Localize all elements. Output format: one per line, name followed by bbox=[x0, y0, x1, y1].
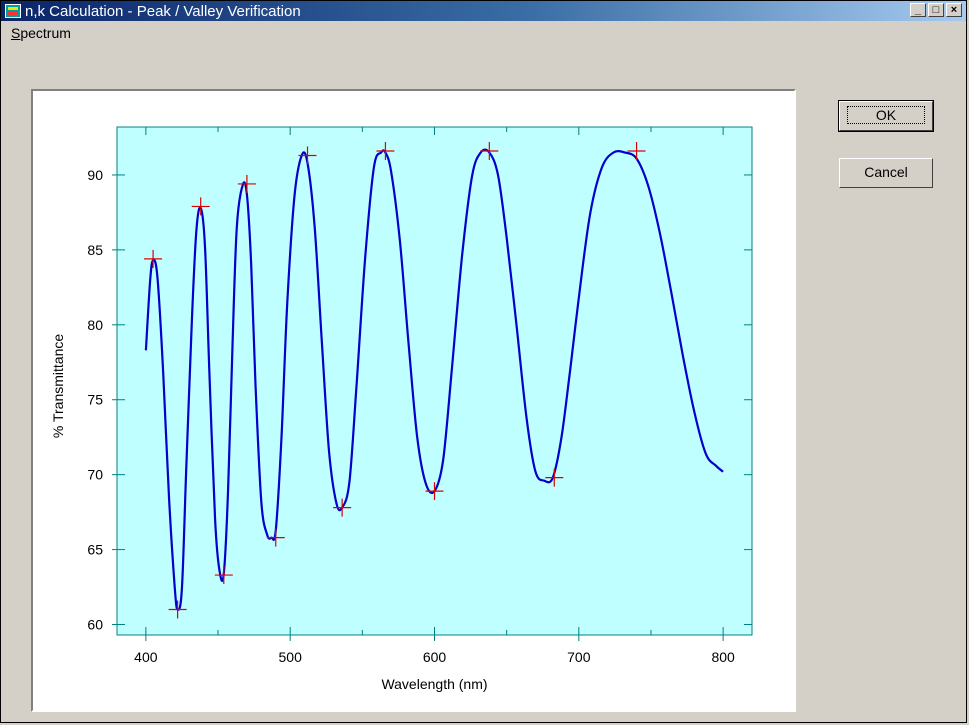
extremum-marker bbox=[237, 174, 256, 193]
extremum-marker bbox=[191, 197, 210, 216]
ok-button[interactable]: OK bbox=[838, 100, 934, 132]
x-axis-label: Wavelength (nm) bbox=[381, 676, 487, 692]
x-axis: 400 500 600 700 800 bbox=[134, 127, 735, 665]
extremum-marker bbox=[298, 146, 317, 165]
extremum-marker bbox=[214, 566, 233, 585]
menu-spectrum-accelerator: S bbox=[11, 25, 21, 41]
cancel-button[interactable]: Cancel bbox=[839, 158, 933, 188]
extremum-marker bbox=[545, 468, 564, 487]
y-tick-label: 60 bbox=[87, 617, 103, 633]
chart-frame: 60 65 70 75 80 85 90 400 500 600 700 800 Wavelengt… bbox=[31, 89, 796, 712]
y-axis-label: % Transmittance bbox=[50, 334, 66, 438]
y-tick-label: 80 bbox=[87, 317, 103, 333]
extremum-marker bbox=[627, 141, 646, 160]
extremum-marker bbox=[168, 600, 187, 619]
x-tick-label: 400 bbox=[134, 649, 158, 665]
menu-spectrum[interactable]: Spectrum bbox=[11, 25, 71, 41]
close-icon[interactable]: × bbox=[946, 3, 962, 17]
x-tick-label: 600 bbox=[423, 649, 447, 665]
y-axis: 60 65 70 75 80 85 90 bbox=[87, 167, 752, 633]
transmittance-chart: 60 65 70 75 80 85 90 400 500 600 700 800 Wavelengt… bbox=[50, 126, 753, 692]
y-tick-label: 65 bbox=[87, 542, 103, 558]
title-bar[interactable]: n,k Calculation - Peak / Valley Verifica… bbox=[1, 1, 966, 21]
app-icon[interactable] bbox=[5, 4, 21, 18]
peak-valley-markers bbox=[144, 141, 646, 619]
title-bar-controls: _ □ × bbox=[910, 3, 962, 17]
menu-spectrum-label: pectrum bbox=[20, 25, 71, 41]
extremum-marker bbox=[266, 528, 285, 547]
y-tick-label: 90 bbox=[87, 167, 103, 183]
extremum-marker bbox=[425, 482, 444, 501]
maximize-icon[interactable]: □ bbox=[928, 3, 944, 17]
extremum-marker bbox=[376, 141, 395, 160]
y-tick-label: 85 bbox=[87, 242, 103, 258]
ok-button-label: OK bbox=[846, 106, 926, 124]
x-tick-label: 500 bbox=[279, 649, 303, 665]
y-tick-label: 75 bbox=[87, 392, 103, 408]
extremum-marker bbox=[480, 141, 499, 160]
x-tick-label: 700 bbox=[567, 649, 591, 665]
minimize-icon[interactable]: _ bbox=[910, 3, 926, 17]
y-tick-label: 70 bbox=[87, 467, 103, 483]
window-title: n,k Calculation - Peak / Valley Verifica… bbox=[25, 3, 301, 20]
extremum-marker bbox=[333, 498, 352, 517]
x-tick-label: 800 bbox=[711, 649, 735, 665]
extremum-marker bbox=[144, 249, 163, 268]
plot-area bbox=[116, 126, 753, 636]
